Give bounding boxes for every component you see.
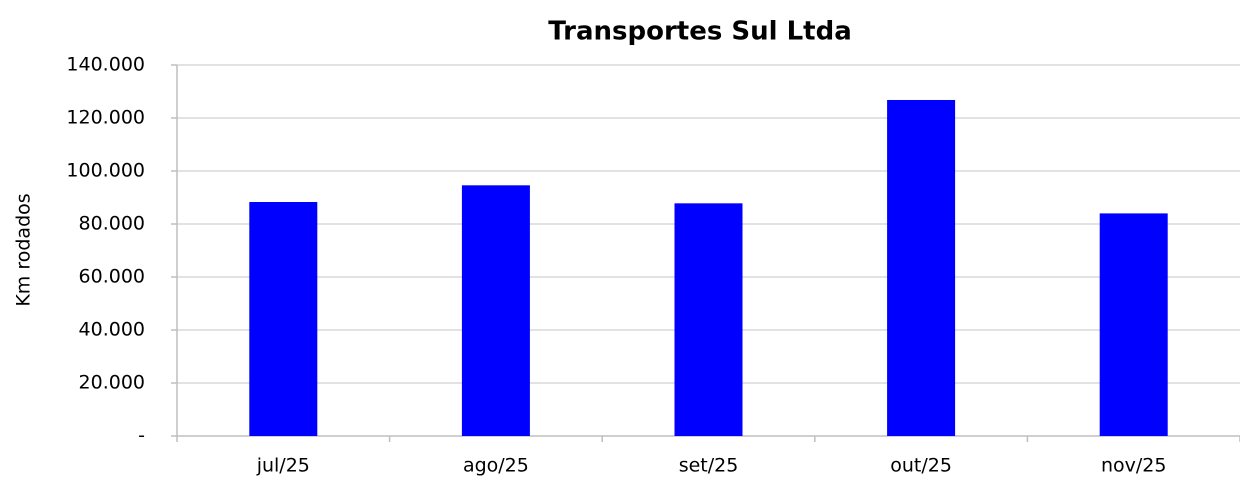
y-tick-label: 60.000 (79, 266, 145, 288)
y-tick-label: 40.000 (79, 319, 145, 341)
y-tick-label: - (138, 425, 145, 447)
bar (887, 99, 956, 436)
y-tick-label: 80.000 (79, 213, 145, 235)
y-tick-label: 100.000 (66, 160, 145, 182)
bar (674, 203, 743, 436)
x-tick-label: set/25 (679, 455, 739, 477)
bar (461, 185, 530, 436)
chart-title: Transportes Sul Ltda (548, 17, 851, 47)
y-tick-label: 140.000 (66, 54, 145, 76)
y-tick-label: 20.000 (79, 372, 145, 394)
bar (249, 202, 318, 436)
x-tick-label: out/25 (890, 455, 952, 477)
x-tick-label: ago/25 (463, 455, 529, 477)
bar (1099, 213, 1168, 436)
x-tick-label: jul/25 (256, 455, 310, 477)
y-axis-label: Km rodados (13, 193, 35, 306)
y-tick-label: 120.000 (66, 107, 145, 129)
x-tick-label: nov/25 (1101, 455, 1167, 477)
